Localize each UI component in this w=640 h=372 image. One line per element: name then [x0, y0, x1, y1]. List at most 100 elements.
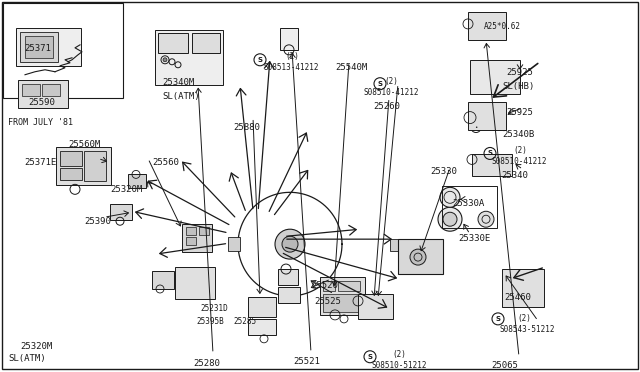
Bar — [199, 227, 209, 235]
Text: 25280: 25280 — [193, 359, 220, 368]
Text: 25560: 25560 — [152, 158, 179, 167]
Circle shape — [163, 58, 167, 62]
Bar — [398, 239, 443, 274]
Bar — [278, 287, 300, 303]
Text: SL(ATM): SL(ATM) — [162, 92, 200, 101]
Text: 25390: 25390 — [84, 217, 111, 226]
Bar — [468, 102, 506, 129]
Bar — [3, 3, 123, 98]
Bar — [192, 33, 220, 53]
Text: 25590: 25590 — [28, 98, 55, 107]
Text: 25540M: 25540M — [335, 63, 367, 72]
Bar — [155, 30, 223, 85]
Bar — [60, 151, 82, 166]
Bar — [22, 84, 40, 96]
Bar — [228, 237, 240, 251]
Bar — [152, 271, 174, 289]
Text: •: • — [474, 125, 477, 130]
Bar — [182, 224, 212, 252]
Bar — [278, 269, 298, 285]
Bar — [338, 281, 360, 291]
Text: S08510-41212: S08510-41212 — [492, 157, 547, 166]
Text: 25231D: 25231D — [200, 304, 228, 313]
Text: 25560M: 25560M — [68, 140, 100, 148]
Text: 25260: 25260 — [373, 102, 400, 110]
Text: 25340: 25340 — [501, 171, 528, 180]
Bar — [472, 154, 512, 176]
Bar — [323, 294, 361, 312]
Text: S: S — [495, 316, 500, 322]
Text: (2): (2) — [513, 147, 527, 155]
Text: S: S — [257, 57, 262, 63]
Text: 25371E: 25371E — [24, 158, 56, 167]
Bar — [110, 204, 132, 220]
Text: 25330E: 25330E — [458, 234, 490, 243]
Bar — [323, 281, 335, 291]
Text: 25520: 25520 — [311, 281, 338, 290]
Bar — [468, 12, 506, 40]
Text: S08510-41212: S08510-41212 — [364, 88, 419, 97]
Bar — [442, 186, 497, 228]
Text: 25925: 25925 — [506, 68, 533, 77]
Bar — [502, 269, 544, 307]
Bar — [248, 319, 276, 335]
Bar — [18, 80, 68, 108]
Bar — [175, 267, 215, 299]
Bar — [186, 227, 196, 235]
Bar — [358, 294, 393, 319]
Text: (2): (2) — [384, 77, 398, 86]
Text: S: S — [367, 354, 372, 360]
Text: 25285: 25285 — [233, 317, 256, 326]
Bar — [158, 33, 188, 53]
Bar — [390, 239, 406, 251]
Text: 25065: 25065 — [491, 361, 518, 370]
Bar — [25, 36, 53, 58]
Text: 25330A: 25330A — [452, 199, 484, 208]
Bar — [16, 28, 81, 66]
Text: 25371: 25371 — [24, 44, 51, 53]
Circle shape — [440, 187, 460, 207]
Text: S08513-41212: S08513-41212 — [263, 63, 319, 72]
Text: (2): (2) — [285, 52, 299, 61]
Text: 25525: 25525 — [314, 297, 341, 306]
Text: SL(HB): SL(HB) — [502, 82, 534, 91]
Circle shape — [282, 236, 298, 252]
Polygon shape — [246, 185, 378, 294]
Bar — [470, 60, 520, 94]
Circle shape — [410, 249, 426, 265]
Bar — [248, 297, 276, 317]
Bar — [320, 277, 365, 315]
Text: (2): (2) — [392, 350, 406, 359]
Text: SL(ATM): SL(ATM) — [8, 354, 45, 363]
Text: 25521: 25521 — [293, 357, 320, 366]
Text: (2): (2) — [517, 314, 531, 323]
Bar — [60, 169, 82, 180]
Circle shape — [478, 211, 494, 227]
Bar — [128, 174, 146, 188]
Circle shape — [438, 207, 462, 231]
Text: FROM JULY '81: FROM JULY '81 — [8, 118, 73, 126]
Text: 25320M: 25320M — [20, 342, 52, 351]
Text: 25880: 25880 — [233, 122, 260, 132]
Polygon shape — [308, 60, 590, 234]
Bar — [20, 32, 58, 62]
Text: 25330: 25330 — [430, 167, 457, 176]
Circle shape — [275, 229, 305, 259]
Text: 25340M: 25340M — [162, 78, 195, 87]
Bar — [56, 147, 111, 185]
Bar — [280, 28, 298, 50]
Text: 25460: 25460 — [504, 293, 531, 302]
Text: S: S — [488, 150, 493, 157]
Text: A25*0.62: A25*0.62 — [484, 22, 521, 31]
Text: S08510-51212: S08510-51212 — [372, 361, 428, 370]
Circle shape — [443, 212, 457, 226]
Text: 25340B: 25340B — [502, 129, 534, 138]
Bar — [186, 237, 196, 245]
Text: 25395B: 25395B — [196, 317, 224, 326]
Text: 25925: 25925 — [506, 108, 533, 117]
Bar — [84, 151, 106, 182]
Text: S08543-51212: S08543-51212 — [499, 325, 554, 334]
Text: 25320M: 25320M — [110, 185, 142, 194]
Text: S: S — [378, 81, 383, 87]
Bar — [42, 84, 60, 96]
